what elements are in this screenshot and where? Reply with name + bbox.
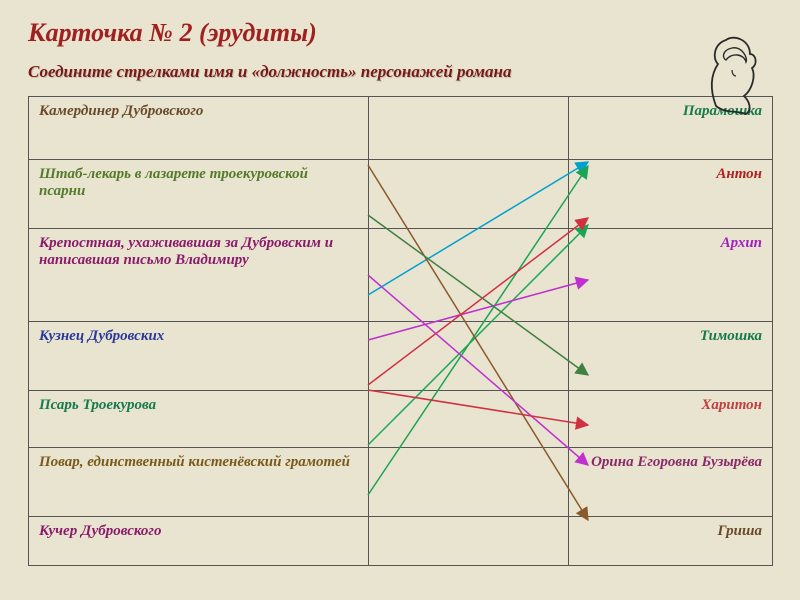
card-subtitle: Соедините стрелками имя и «должность» пе…: [28, 62, 772, 82]
table-row: Камердинер ДубровскогоПарамошка: [29, 97, 773, 160]
table-row: Повар, единственный кистенёвский грамоте…: [29, 448, 773, 517]
matching-table: Камердинер ДубровскогоПарамошкаШтаб-лека…: [28, 96, 773, 566]
gap-cell: [369, 391, 569, 448]
character-cell: Орина Егоровна Бузырёва: [569, 448, 773, 517]
pushkin-portrait-icon: [692, 28, 772, 118]
gap-cell: [369, 322, 569, 391]
gap-cell: [369, 160, 569, 229]
role-cell: Штаб-лекарь в лазарете троекуровской пса…: [29, 160, 369, 229]
character-cell: Гриша: [569, 517, 773, 566]
role-cell: Крепостная, ухаживавшая за Дубровским и …: [29, 229, 369, 322]
gap-cell: [369, 97, 569, 160]
table-row: Кузнец Дубровских Тимошка: [29, 322, 773, 391]
role-cell: Псарь Троекурова: [29, 391, 369, 448]
table-row: Кучер Дубровского Гриша: [29, 517, 773, 566]
character-cell: Харитон: [569, 391, 773, 448]
card-title: Карточка № 2 (эрудиты): [28, 18, 772, 48]
role-cell: Кучер Дубровского: [29, 517, 369, 566]
gap-cell: [369, 229, 569, 322]
role-cell: Повар, единственный кистенёвский грамоте…: [29, 448, 369, 517]
gap-cell: [369, 517, 569, 566]
role-cell: Камердинер Дубровского: [29, 97, 369, 160]
table-row: Штаб-лекарь в лазарете троекуровской пса…: [29, 160, 773, 229]
character-cell: Тимошка: [569, 322, 773, 391]
role-cell: Кузнец Дубровских: [29, 322, 369, 391]
character-cell: Архип: [569, 229, 773, 322]
table-row: Псарь Троекурова Харитон: [29, 391, 773, 448]
character-cell: Антон: [569, 160, 773, 229]
gap-cell: [369, 448, 569, 517]
table-row: Крепостная, ухаживавшая за Дубровским и …: [29, 229, 773, 322]
slide: Карточка № 2 (эрудиты) Соедините стрелка…: [0, 0, 800, 600]
